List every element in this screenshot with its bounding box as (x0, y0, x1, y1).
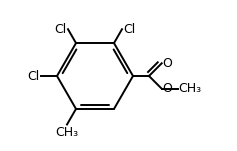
Text: CH₃: CH₃ (179, 82, 202, 95)
Text: CH₃: CH₃ (55, 127, 78, 140)
Text: Cl: Cl (123, 23, 135, 36)
Text: O: O (163, 82, 173, 95)
Text: O: O (163, 57, 173, 70)
Text: Cl: Cl (28, 69, 40, 82)
Text: Cl: Cl (55, 23, 67, 36)
